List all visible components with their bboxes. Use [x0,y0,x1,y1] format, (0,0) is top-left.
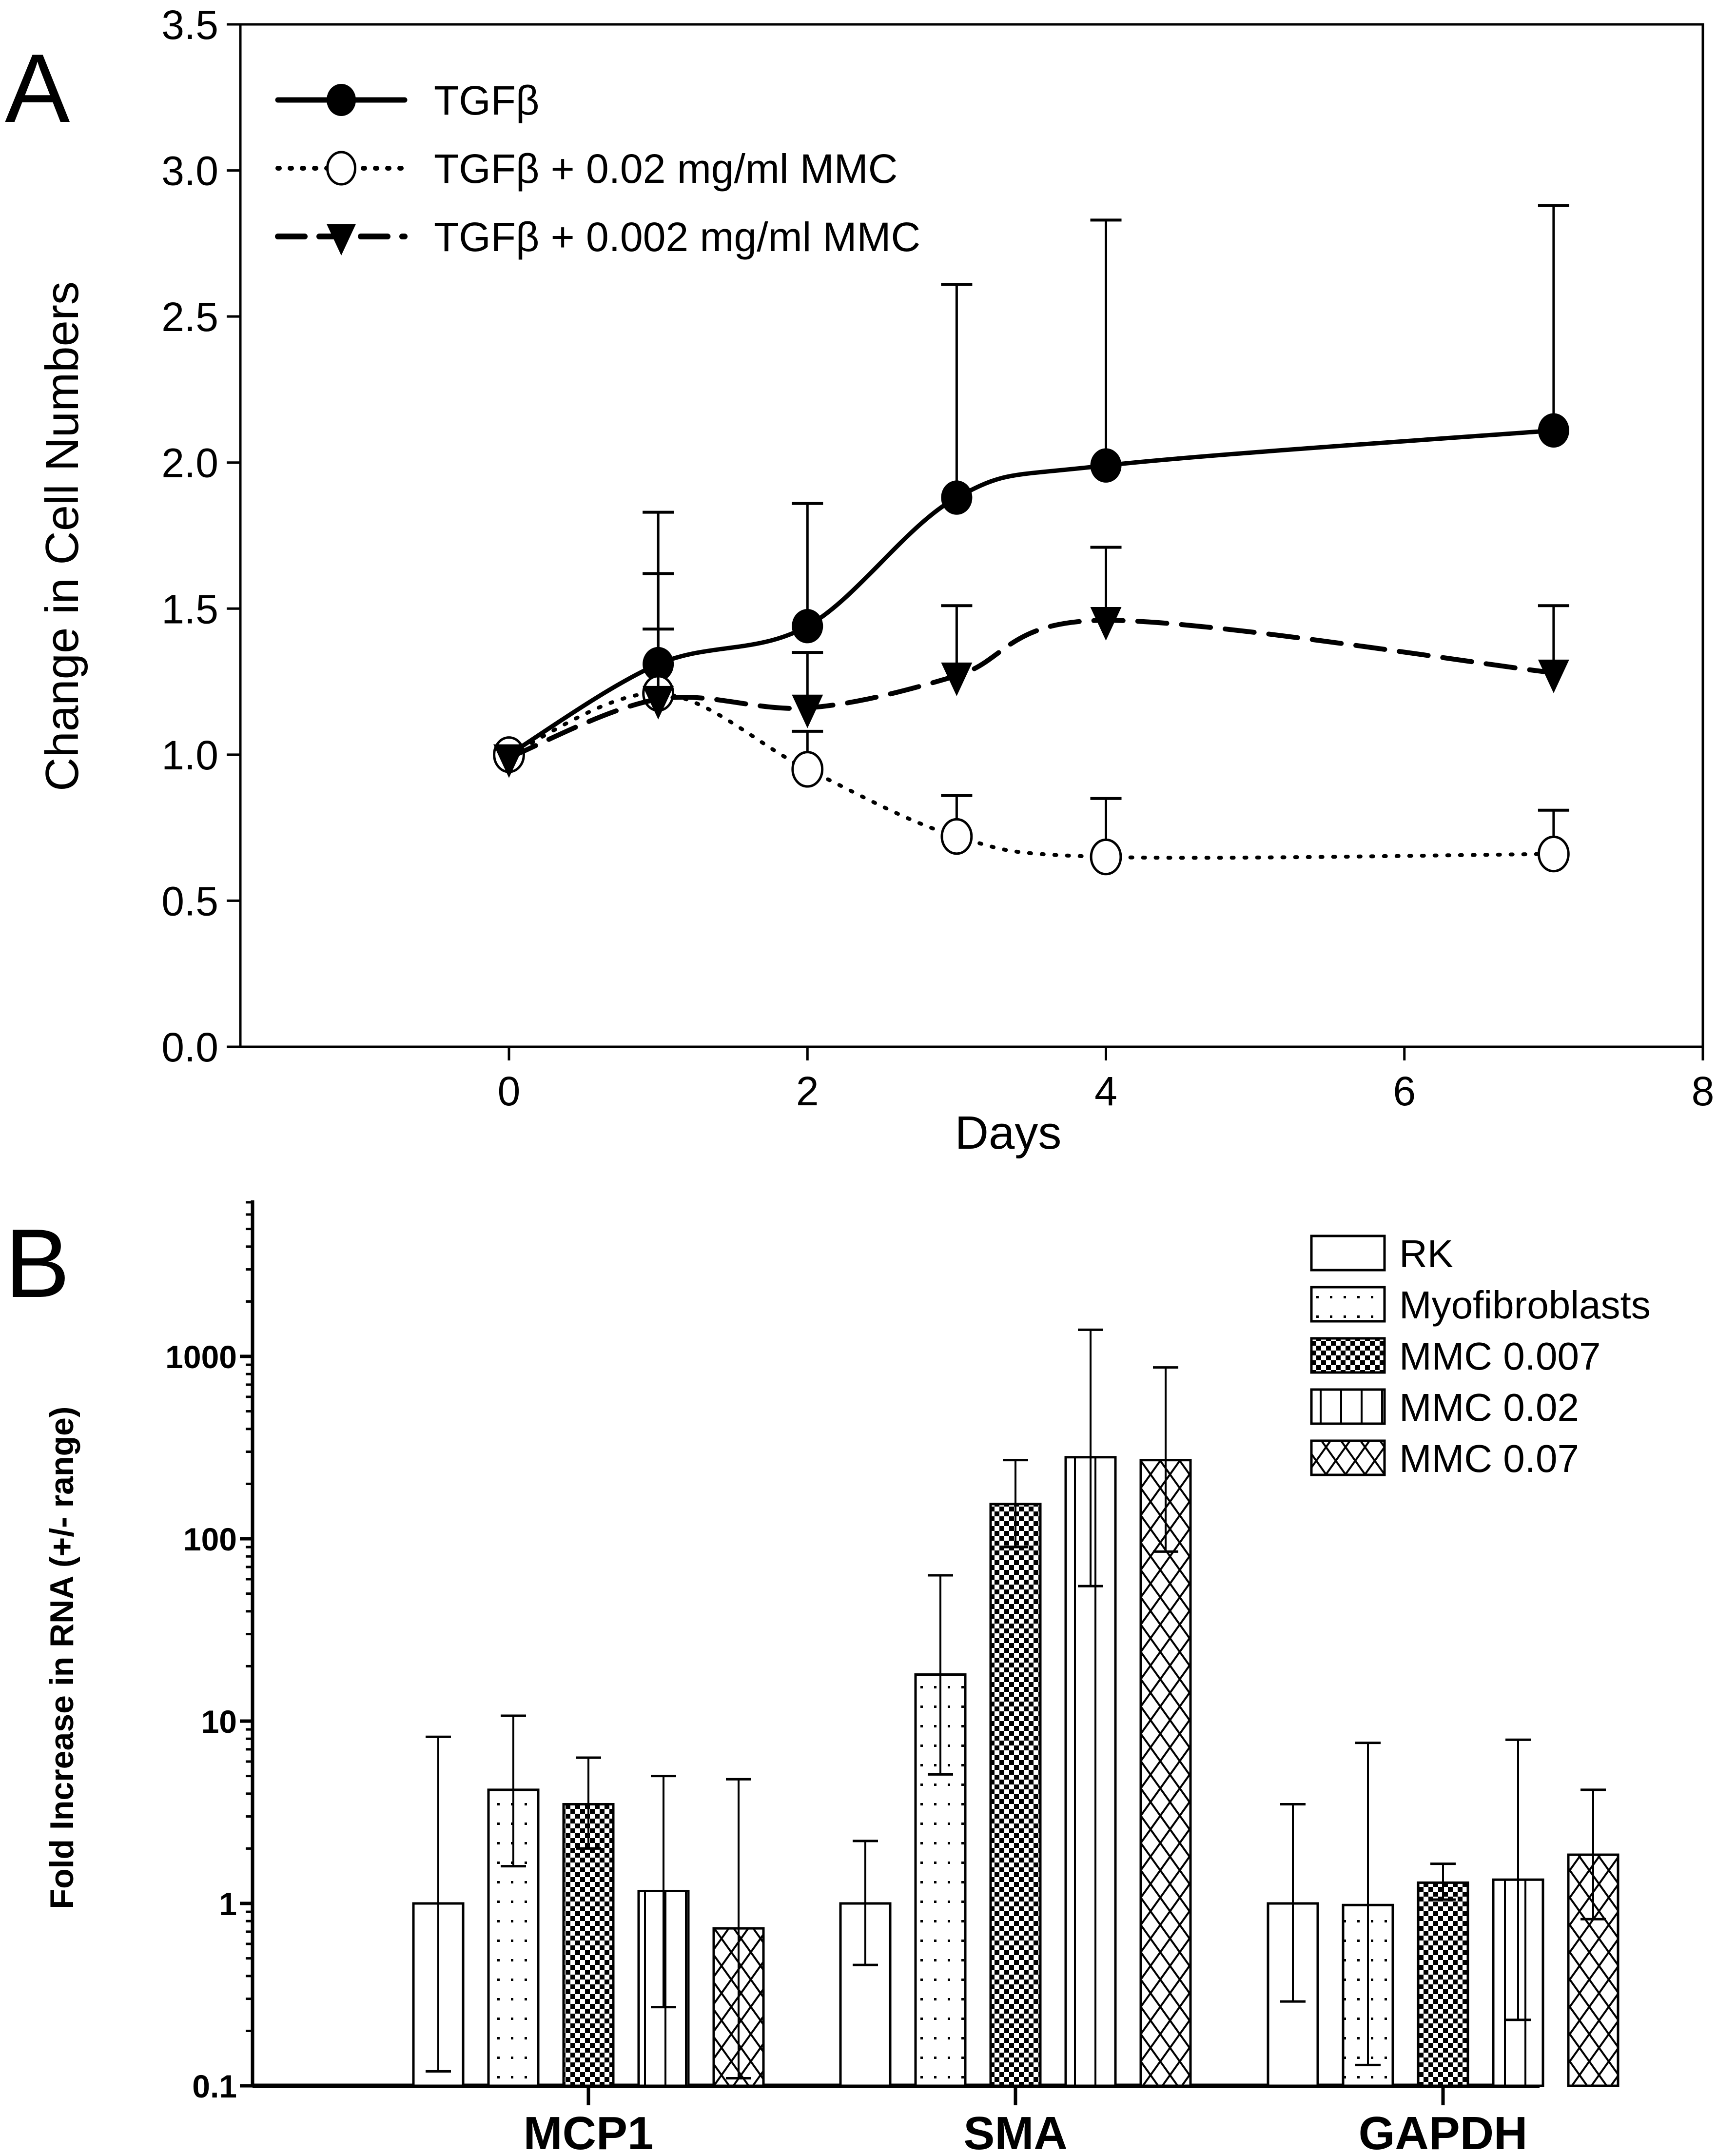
panel-b-chart: 0.1 1 10 100 1000 MCP1 SMA GAPDH Fold Increase… [43,1200,1651,2156]
y-tick-label: 3.5 [161,2,218,48]
bar-group-gapdh [1267,1738,1619,2087]
legend-swatch [1310,1439,1386,1476]
y-tick-label: 1.0 [161,732,218,778]
panel-a-x-ticks: 0 2 4 6 8 [498,1047,1715,1114]
y-tick-label: 0.0 [161,1024,218,1070]
panel-a-series [493,204,1570,876]
y-tick-label: 0.1 [192,2068,237,2104]
legend-swatch [1310,1337,1386,1374]
panel-a-y-ticks: 0.0 0.5 1.0 1.5 2.0 2.5 3.0 3.5 [161,2,240,1070]
panel-b-label: B [5,1209,70,1318]
legend-label: Myofibroblasts [1399,1283,1651,1327]
series-line [507,691,1556,860]
legend-swatch [1310,1235,1386,1272]
x-tick-label: 2 [796,1068,819,1114]
data-point [940,818,973,855]
x-tick-label: 0 [498,1068,521,1114]
panel-b-y-axis-label: Fold Increase in RNA (+/- range) [43,1407,80,1909]
series-2 [493,546,1569,778]
bar [989,1503,1042,2087]
bar [1417,1881,1469,2087]
panel-b-bars [412,1328,1619,2087]
legend-label: TGFβ [434,78,539,123]
panel-a-plot-frame [239,23,1704,1048]
category-label: MCP1 [524,2107,654,2156]
y-tick-label: 2.0 [161,440,218,486]
legend-marker [327,84,356,116]
panel-b-legend: RK Myofibroblasts MMC 0.007 MMC 0.02 MMC 0.0… [1310,1232,1651,1480]
panel-a-y-axis-label: Change in Cell Numbers [36,281,88,791]
data-point [1538,659,1569,693]
panel-a-legend: TGFβ TGFβ + 0.02 mg/ml MMC TGFβ + 0.002 mg… [275,78,920,260]
data-point [941,480,973,515]
data-point [792,609,823,644]
legend-label: MMC 0.007 [1399,1334,1600,1378]
legend-marker [326,151,356,186]
y-tick-label: 1 [219,1886,237,1922]
y-tick-label: 0.5 [161,878,218,924]
data-point [643,686,674,720]
x-tick-label: 8 [1692,1068,1715,1114]
legend-swatch [1310,1286,1386,1323]
bar [1139,1459,1192,2087]
x-tick-label: 4 [1094,1068,1117,1114]
legend-label: RK [1399,1232,1453,1275]
legend-swatch [1310,1388,1386,1425]
y-tick-label: 100 [183,1521,237,1557]
category-label: SMA [963,2107,1067,2156]
bar-group-mcp1 [412,1714,765,2087]
y-tick-label: 10 [201,1704,237,1740]
data-point [792,694,823,728]
x-tick-label: 6 [1393,1068,1416,1114]
data-point [1090,448,1122,483]
bar-group-sma [839,1328,1192,2087]
data-point [1090,607,1122,641]
panel-a-x-axis-label: Days [955,1107,1062,1159]
data-point [1537,835,1570,873]
data-point [941,662,973,696]
data-point [791,751,824,788]
series-1 [493,572,1570,876]
data-point [1090,838,1122,876]
data-point [1538,413,1569,448]
legend-label: TGFβ + 0.002 mg/ml MMC [434,214,920,260]
y-tick-label: 1.5 [161,586,218,632]
y-tick-label: 1000 [165,1339,237,1375]
data-point [493,744,525,778]
panel-a-chart: 0.0 0.5 1.0 1.5 2.0 2.5 3.0 3.5 0 2 4 6 8 Days Chan… [36,2,1714,1159]
category-label: GAPDH [1359,2107,1528,2156]
panel-b-categories: MCP1 SMA GAPDH [524,2086,1528,2156]
panel-a-label: A [5,34,70,143]
legend-label: MMC 0.07 [1399,1437,1579,1480]
y-tick-label: 2.5 [161,294,218,340]
legend-marker [327,224,356,255]
legend-label: MMC 0.02 [1399,1386,1579,1429]
legend-label: TGFβ + 0.02 mg/ml MMC [434,146,898,192]
y-tick-label: 3.0 [161,148,218,194]
panel-b-y-ticks: 0.1 1 10 100 1000 [165,1201,253,2104]
